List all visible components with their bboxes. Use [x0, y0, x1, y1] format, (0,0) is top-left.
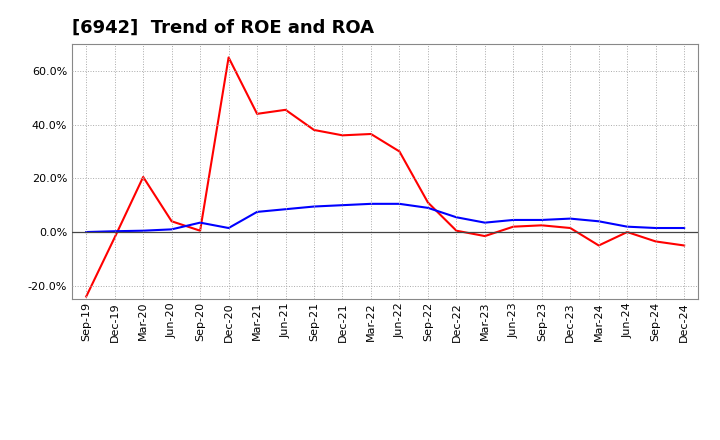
ROE [623, 229, 631, 235]
ROE [282, 107, 290, 113]
ROA [395, 201, 404, 206]
ROE [225, 55, 233, 60]
ROE [652, 239, 660, 244]
ROE [366, 132, 375, 137]
ROE [253, 111, 261, 117]
ROE [82, 294, 91, 299]
ROE [196, 228, 204, 233]
ROE [680, 243, 688, 248]
ROE [566, 225, 575, 231]
ROE [537, 223, 546, 228]
Legend: ROE, ROA: ROE, ROA [294, 439, 477, 440]
ROA [196, 220, 204, 225]
ROA [110, 229, 119, 234]
ROA [338, 202, 347, 208]
ROA [623, 224, 631, 229]
ROE [395, 149, 404, 154]
ROE [452, 228, 461, 233]
ROE [338, 133, 347, 138]
Line: ROA: ROA [86, 204, 684, 232]
ROE [110, 235, 119, 240]
ROA [652, 225, 660, 231]
ROA [680, 225, 688, 231]
ROA [282, 206, 290, 212]
ROA [366, 201, 375, 206]
ROA [480, 220, 489, 225]
ROA [452, 215, 461, 220]
ROE [310, 127, 318, 132]
ROA [509, 217, 518, 223]
ROA [537, 217, 546, 223]
ROE [167, 219, 176, 224]
ROA [566, 216, 575, 221]
Line: ROE: ROE [86, 58, 684, 297]
ROA [82, 229, 91, 235]
ROE [595, 243, 603, 248]
ROA [310, 204, 318, 209]
ROE [423, 200, 432, 205]
ROA [423, 205, 432, 210]
ROA [167, 227, 176, 232]
ROA [595, 219, 603, 224]
ROA [253, 209, 261, 215]
ROE [509, 224, 518, 229]
ROE [480, 234, 489, 239]
ROE [139, 174, 148, 180]
Text: [6942]  Trend of ROE and ROA: [6942] Trend of ROE and ROA [72, 19, 374, 37]
ROA [225, 225, 233, 231]
ROA [139, 228, 148, 233]
